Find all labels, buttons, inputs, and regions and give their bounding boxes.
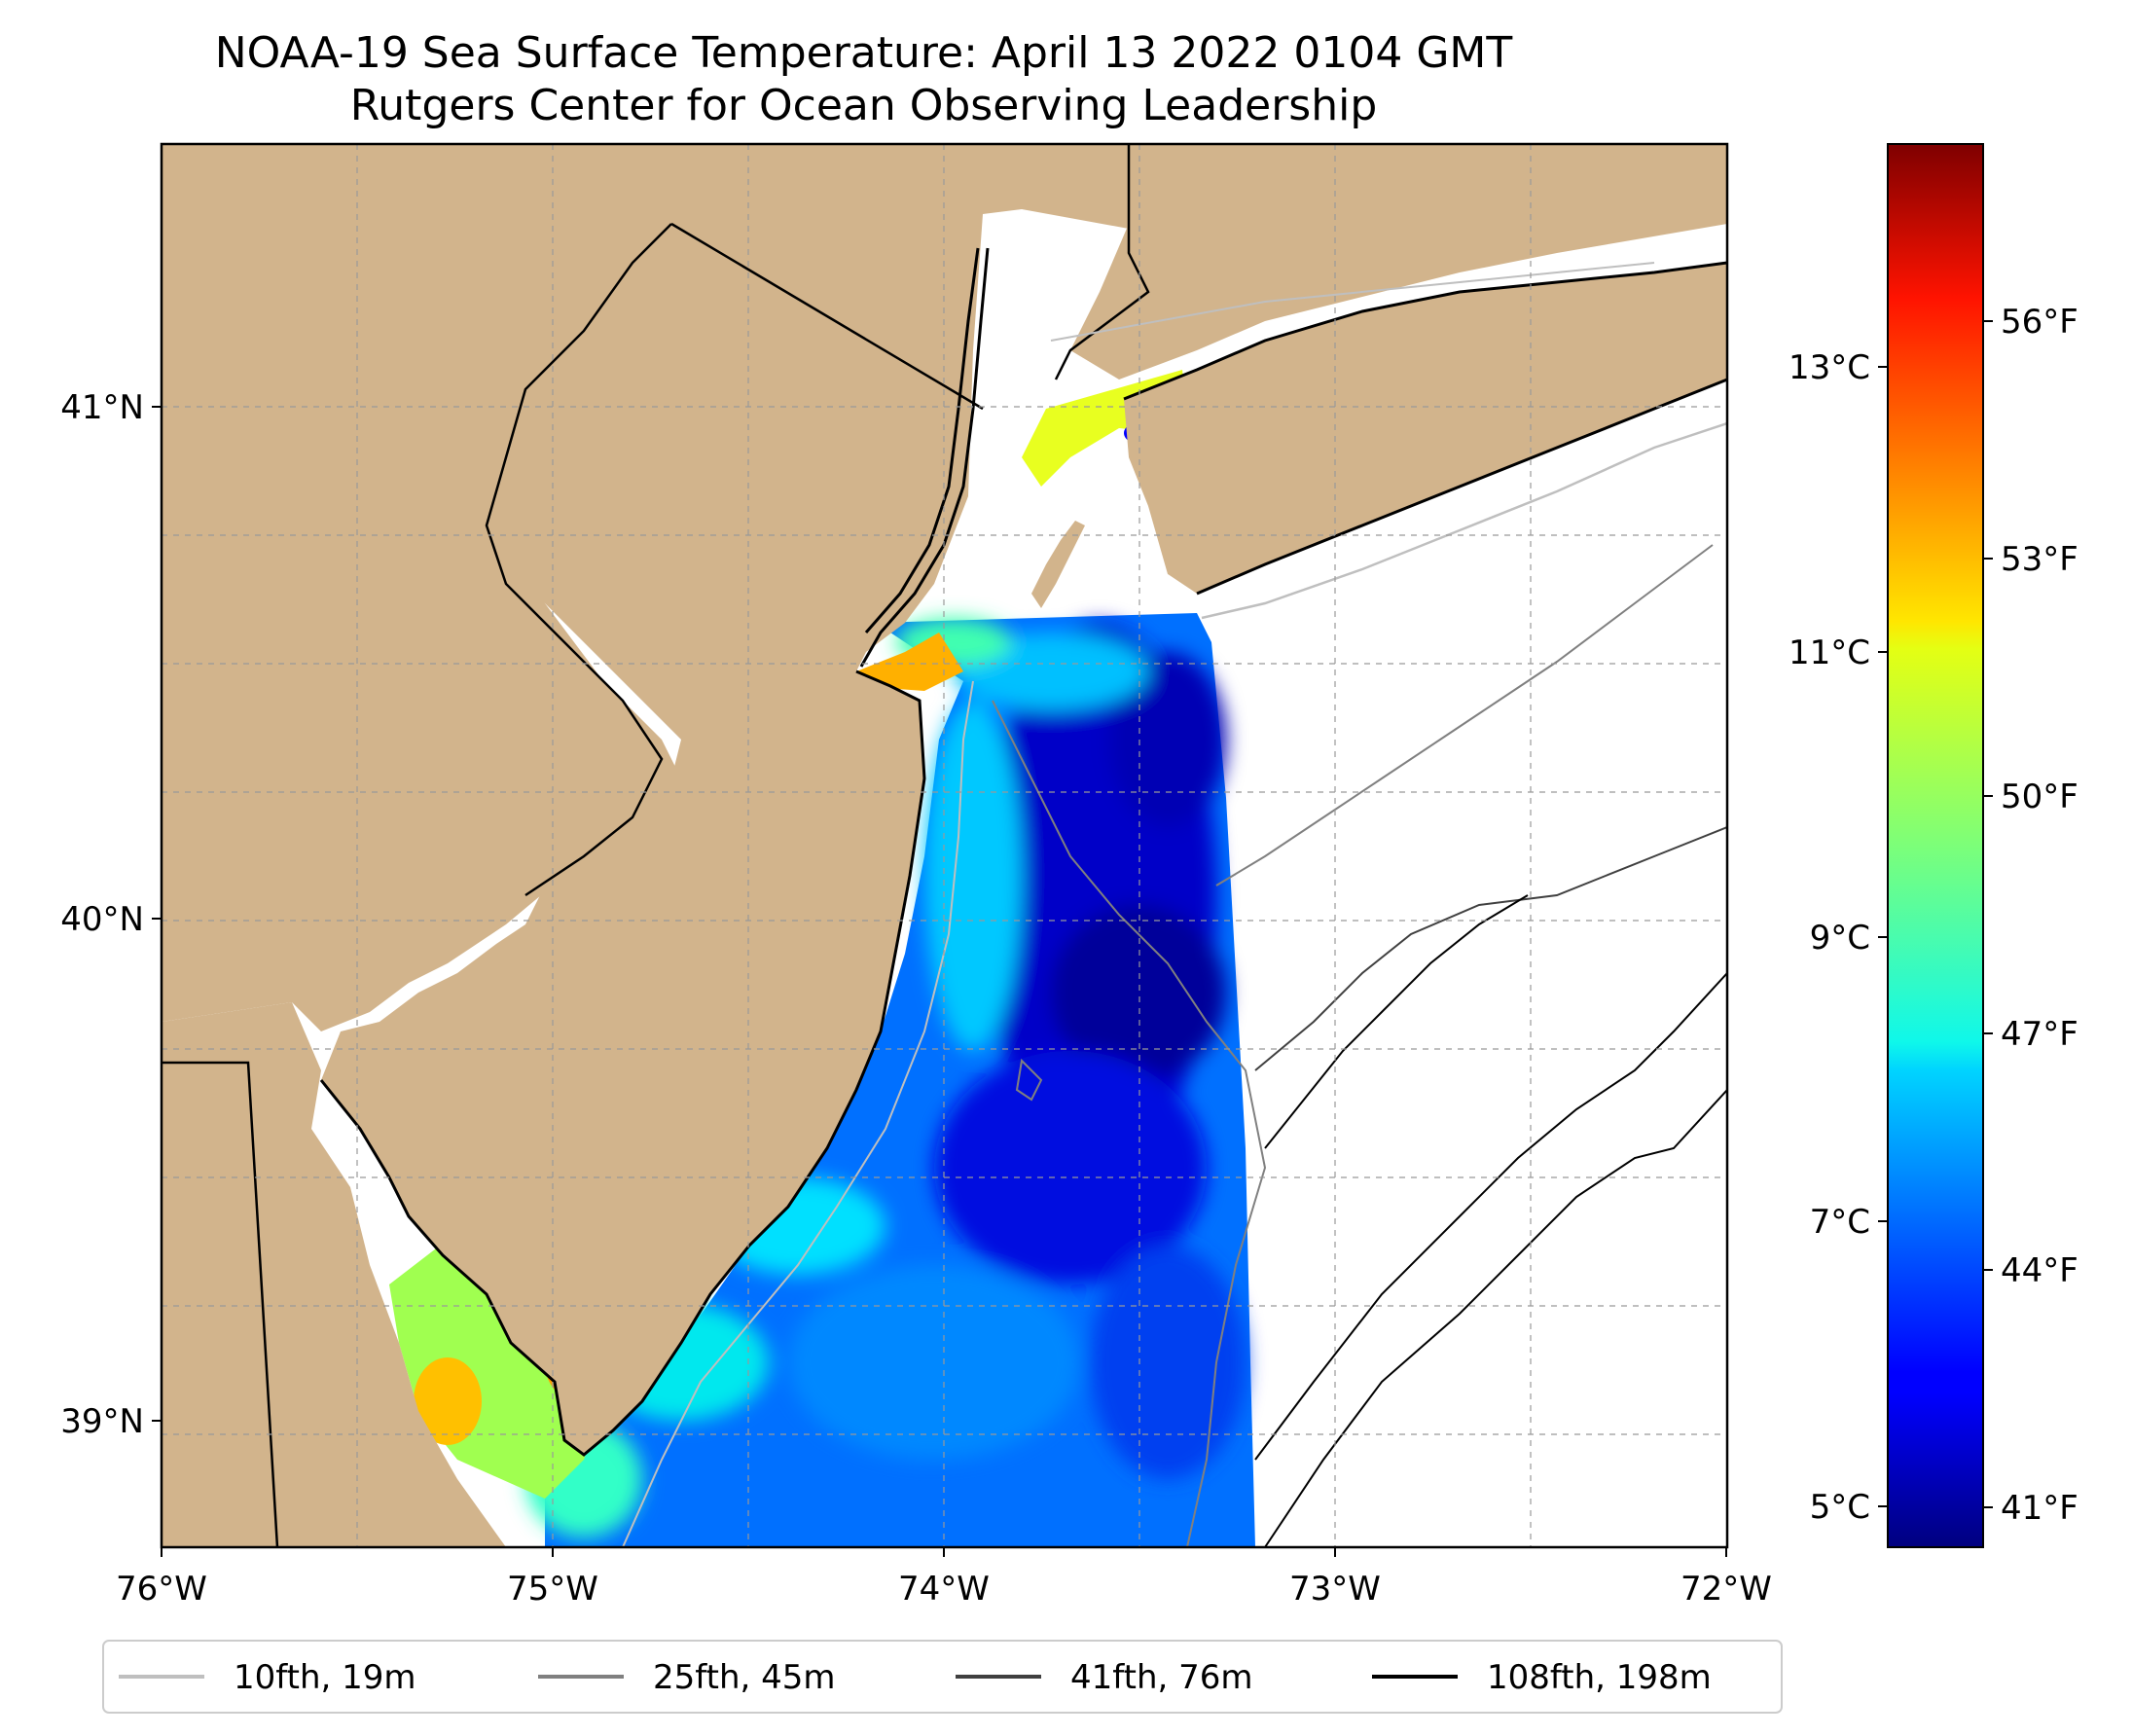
- colorbar-fahrenheit-labels: 56°F 53°F 50°F 47°F 44°F 41°F: [2001, 303, 2078, 1528]
- lon-label: 74°W: [898, 1570, 990, 1609]
- coastlines: [319, 247, 1727, 1457]
- map-area: [162, 144, 1727, 1547]
- fahrenheit-label: 56°F: [2001, 303, 2078, 342]
- celsius-label: 7°C: [1810, 1203, 1870, 1242]
- legend-label: 41fth, 76m: [1070, 1658, 1253, 1697]
- legend-box: [102, 1640, 1783, 1714]
- land: [162, 144, 1727, 1547]
- celsius-label: 9°C: [1810, 919, 1870, 958]
- lon-label: 72°W: [1680, 1570, 1772, 1609]
- celsius-label: 13°C: [1789, 348, 1870, 387]
- fahrenheit-label: 50°F: [2001, 778, 2078, 816]
- celsius-label: 5°C: [1810, 1488, 1870, 1527]
- lat-label: 40°N: [60, 900, 144, 939]
- lon-label: 73°W: [1289, 1570, 1381, 1609]
- fahrenheit-label: 44°F: [2001, 1251, 2078, 1290]
- sst-field: [389, 370, 1255, 1547]
- lat-label: 39°N: [60, 1402, 144, 1441]
- lon-label: 75°W: [507, 1570, 598, 1609]
- lon-label: 76°W: [116, 1570, 207, 1609]
- legend-label: 25fth, 45m: [653, 1658, 836, 1697]
- lon-labels: 76°W 75°W 74°W 73°W 72°W: [116, 1570, 1772, 1609]
- celsius-label: 11°C: [1789, 633, 1870, 672]
- gridlines: [162, 144, 1727, 1547]
- lat-label: 41°N: [60, 388, 144, 427]
- state-borders: [162, 144, 1150, 1547]
- lat-labels: 41°N 40°N 39°N: [60, 388, 144, 1441]
- map-title: NOAA-19 Sea Surface Temperature: April 1…: [214, 28, 1513, 78]
- colorbar-celsius-labels: 13°C 11°C 9°C 7°C 5°C: [1789, 348, 1870, 1527]
- colorbar-ticks: [1878, 320, 1993, 1508]
- isobaths: [622, 262, 1727, 1547]
- fahrenheit-label: 47°F: [2001, 1015, 2078, 1054]
- legend-label: 108fth, 198m: [1487, 1658, 1712, 1697]
- fahrenheit-label: 53°F: [2001, 540, 2078, 579]
- colorbar: [1887, 143, 1984, 1548]
- map-subtitle: Rutgers Center for Ocean Observing Leade…: [349, 81, 1378, 130]
- axis-ticks: [152, 406, 1727, 1557]
- fahrenheit-label: 41°F: [2001, 1489, 2078, 1528]
- legend: 10fth, 19m 25fth, 45m 41fth, 76m 108fth,…: [102, 1640, 1783, 1714]
- legend-label: 10fth, 19m: [234, 1658, 416, 1697]
